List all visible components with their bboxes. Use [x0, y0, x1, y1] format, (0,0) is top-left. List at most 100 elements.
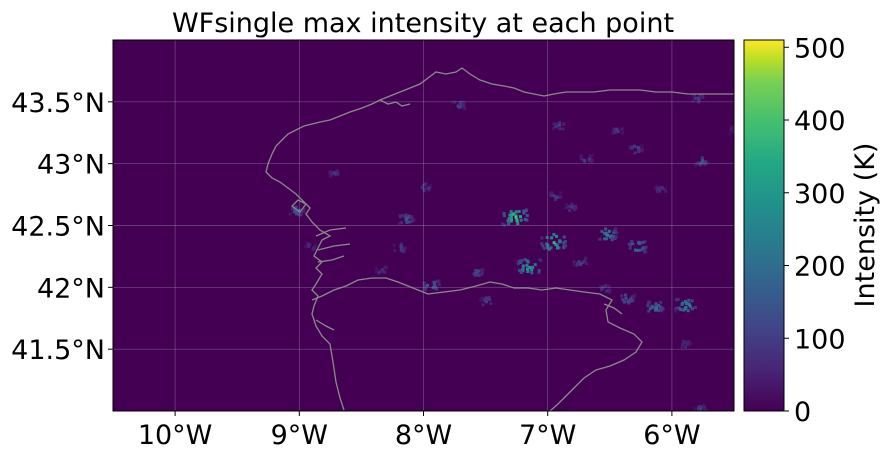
intensity-pixel	[703, 162, 707, 166]
intensity-pixel	[331, 171, 335, 175]
fire-cluster	[564, 202, 578, 212]
fire-cluster	[627, 240, 648, 254]
intensity-pixel	[620, 127, 624, 131]
intensity-pixel	[381, 270, 385, 274]
intensity-pixel	[574, 204, 577, 208]
intensity-pixel	[335, 169, 339, 173]
intensity-pixel	[736, 130, 739, 133]
colorbar-tick-label: 400	[794, 106, 846, 137]
intensity-pixel	[519, 218, 523, 222]
intensity-pixel	[701, 94, 705, 98]
intensity-pixel	[697, 406, 700, 409]
intensity-pixel	[412, 218, 416, 222]
intensity-pixel	[556, 245, 559, 249]
intensity-pixel	[572, 260, 576, 264]
intensity-pixel	[521, 264, 525, 268]
intensity-pixel	[659, 305, 662, 309]
intensity-pixel	[314, 247, 318, 251]
intensity-pixel	[519, 215, 522, 219]
intensity-pixel	[314, 243, 318, 247]
intensity-pixel	[537, 269, 541, 272]
intensity-pixel	[541, 244, 545, 248]
intensity-pixel	[605, 289, 609, 293]
intensity-pixel	[509, 213, 513, 217]
intensity-pixel	[674, 298, 678, 302]
intensity-pixel	[463, 102, 467, 105]
intensity-pixel	[561, 127, 565, 131]
intensity-pixel	[660, 307, 663, 311]
intensity-pixel	[553, 122, 557, 126]
intensity-pixel	[427, 188, 431, 192]
intensity-pixel	[600, 229, 604, 233]
intensity-pixel	[624, 293, 627, 297]
intensity-pixel	[542, 246, 546, 250]
intensity-pixel	[658, 186, 662, 190]
intensity-pixel	[555, 243, 559, 247]
y-tick-label: 42.5°N	[11, 212, 105, 243]
intensity-pixel	[613, 236, 617, 240]
intensity-pixel	[393, 249, 397, 253]
intensity-pixel	[301, 210, 305, 213]
intensity-pixel	[462, 106, 466, 110]
intensity-pixel	[566, 205, 569, 209]
intensity-pixel	[306, 242, 310, 246]
intensity-pixel	[611, 234, 615, 238]
intensity-pixel	[525, 214, 529, 217]
intensity-pixel	[628, 246, 632, 250]
intensity-pixel	[517, 210, 521, 213]
intensity-pixel	[424, 287, 427, 291]
intensity-pixel	[695, 96, 699, 100]
intensity-pixel	[640, 144, 644, 148]
intensity-pixel	[646, 304, 650, 308]
intensity-pixel	[292, 210, 296, 214]
intensity-pixel	[476, 272, 480, 276]
intensity-pixel	[698, 93, 702, 97]
intensity-pixel	[399, 242, 403, 246]
intensity-pixel	[557, 123, 561, 127]
intensity-pixel	[293, 208, 297, 212]
intensity-pixel	[613, 131, 617, 135]
intensity-pixel	[603, 231, 607, 235]
intensity-pixel	[545, 242, 549, 246]
x-tick-label: 10°W	[138, 420, 213, 451]
intensity-pixel	[624, 296, 628, 300]
intensity-pixel	[562, 245, 566, 249]
intensity-pixel	[738, 132, 741, 135]
intensity-pixel	[434, 285, 438, 289]
intensity-pixel	[644, 245, 648, 249]
fire-cluster	[516, 258, 543, 275]
intensity-pixel	[687, 298, 691, 302]
intensity-pixel	[730, 125, 734, 129]
intensity-pixel	[410, 219, 414, 223]
intensity-pixel	[420, 185, 424, 189]
intensity-pixel	[521, 267, 525, 271]
intensity-pixel	[458, 100, 462, 104]
intensity-pixel	[562, 235, 566, 239]
intensity-pixel	[732, 130, 734, 134]
y-tick-label: 43°N	[37, 150, 105, 181]
intensity-pixel	[686, 309, 690, 313]
intensity-pixel	[680, 346, 684, 349]
intensity-pixel	[740, 131, 743, 134]
fire-cluster	[450, 100, 467, 111]
intensity-pixel	[655, 306, 659, 310]
intensity-pixel	[582, 158, 586, 162]
intensity-pixel	[585, 262, 588, 265]
intensity-pixel	[697, 98, 701, 102]
intensity-pixel	[519, 271, 523, 274]
intensity-pixel	[680, 302, 684, 306]
intensity-pixel	[552, 232, 556, 236]
intensity-pixel	[459, 105, 463, 109]
intensity-pixel	[628, 145, 632, 149]
intensity-pixel	[519, 261, 522, 264]
intensity-pixel	[627, 301, 631, 305]
intensity-pixel	[400, 221, 403, 225]
fire-cluster	[328, 169, 340, 179]
intensity-pixel	[533, 263, 537, 267]
intensity-pixel	[308, 243, 312, 247]
intensity-pixel	[636, 145, 640, 149]
intensity-pixel	[503, 214, 506, 218]
coastline-ria-3	[317, 255, 345, 263]
intensity-pixel	[450, 100, 454, 104]
intensity-pixel	[623, 300, 626, 304]
